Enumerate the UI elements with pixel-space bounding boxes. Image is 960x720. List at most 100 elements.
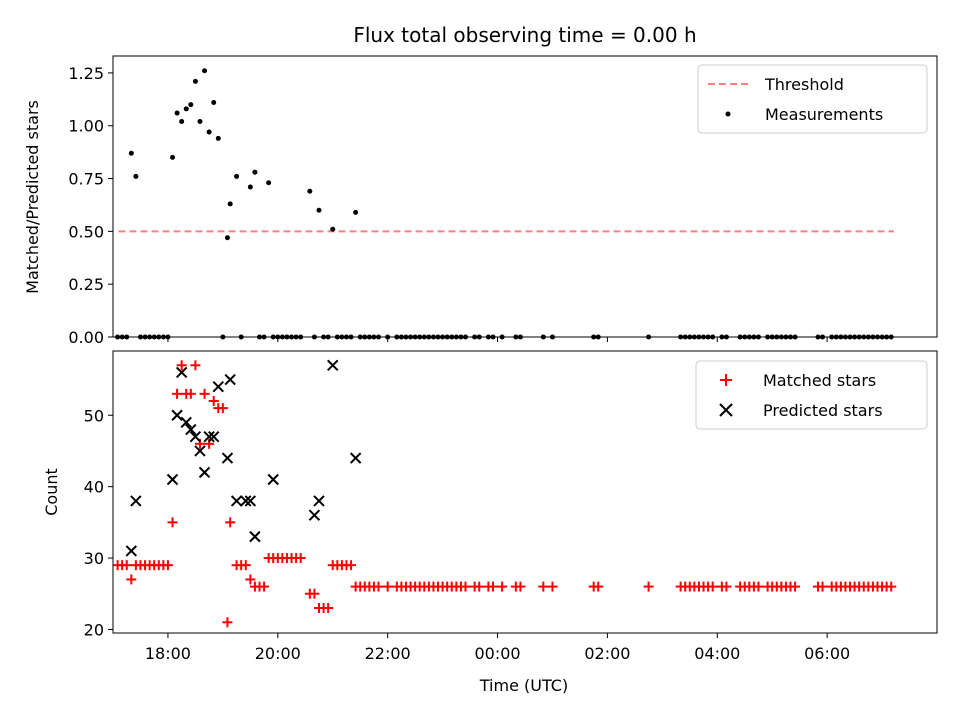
bottom-legend-box — [695, 360, 928, 430]
measurement-point — [197, 118, 203, 124]
matched-star-point — [593, 581, 604, 592]
legend-predicted-label: Predicted stars — [763, 401, 883, 420]
bottom-y-tick-label: 20 — [84, 620, 104, 639]
matched-star-point — [547, 581, 558, 592]
matched-star-point — [817, 581, 828, 592]
matched-star-point — [487, 581, 498, 592]
predicted-star-point — [230, 495, 243, 507]
top-panel-frame — [112, 55, 938, 338]
matched-star-point — [245, 574, 256, 585]
measurement-point — [234, 173, 240, 179]
matched-star-point — [382, 581, 393, 592]
matched-star-point — [373, 581, 384, 592]
matched-star-point — [199, 388, 210, 399]
matched-star-point — [309, 588, 320, 599]
predicted-star-point — [244, 495, 257, 507]
top-y-axis: 0.00 0.25 0.50 0.75 1.00 1.25 — [68, 64, 113, 347]
bottom-y-tick-label: 50 — [84, 406, 104, 425]
legend-predicted-swatch — [719, 403, 733, 417]
matched-star-point — [190, 360, 201, 371]
top-legend-box — [697, 64, 928, 134]
measurement-point — [179, 118, 185, 124]
measurement-point — [215, 135, 221, 141]
matched-star-point — [167, 517, 178, 528]
measurement-point — [128, 150, 134, 156]
measurement-point — [174, 110, 180, 116]
measurement-point — [133, 173, 139, 179]
matched-star-point — [185, 388, 196, 399]
bottom-legend: Matched stars Predicted stars — [695, 360, 928, 430]
legend-measurements-swatch — [725, 111, 731, 117]
predicted-star-point — [224, 373, 236, 386]
measurement-point — [247, 184, 253, 190]
bottom-y-tick-label: 40 — [84, 478, 104, 497]
matched-star-point — [323, 603, 334, 614]
measurement-point — [202, 68, 208, 74]
matched-star-point — [460, 581, 471, 592]
top-y-tick-label: 0.25 — [68, 275, 104, 294]
bottom-panel-frame — [112, 350, 938, 634]
top-y-tick-label: 1.25 — [68, 64, 104, 83]
bottom-data-layer — [112, 359, 897, 628]
top-y-tick-label: 0.75 — [68, 170, 104, 189]
predicted-star-point — [130, 495, 142, 507]
top-x-tick-marks — [167, 337, 828, 342]
matched-star-point — [162, 560, 173, 571]
matched-star-point — [538, 581, 549, 592]
predicted-star-point — [180, 416, 192, 429]
matched-star-point — [474, 581, 485, 592]
predicted-star-point — [327, 359, 339, 371]
predicted-star-point — [313, 495, 325, 507]
predicted-star-point — [208, 430, 220, 443]
matched-star-point — [886, 581, 897, 592]
predicted-star-point — [221, 452, 234, 464]
predicted-star-point — [194, 445, 206, 457]
matched-star-point — [217, 403, 228, 414]
top-chart-title: Flux total observing time = 0.00 h — [353, 23, 696, 47]
bottom-x-tick-label: 06:00 — [804, 644, 850, 663]
bottom-x-tick-label: 18:00 — [145, 644, 191, 663]
matched-star-point — [126, 574, 137, 585]
bottom-x-tick-label: 04:00 — [694, 644, 740, 663]
matched-star-point — [643, 581, 654, 592]
measurement-point — [224, 235, 230, 241]
top-panel: 0.00 0.25 0.50 0.75 1.00 1.25 Matched/Predict… — [23, 55, 938, 347]
matched-star-point — [222, 617, 233, 628]
measurement-point — [266, 180, 272, 186]
matched-star-point — [176, 360, 187, 371]
measurement-point — [252, 169, 258, 175]
matched-star-point — [240, 560, 251, 571]
matched-star-point — [515, 581, 526, 592]
top-legend: Threshold Measurements — [697, 64, 928, 134]
bottom-x-tick-label: 02:00 — [584, 644, 630, 663]
predicted-star-point — [175, 366, 188, 379]
matched-star-point — [208, 395, 219, 406]
measurement-point — [188, 102, 194, 108]
predicted-star-point — [308, 509, 321, 521]
bottom-y-axis: 20 30 40 50 — [84, 406, 113, 639]
predicted-star-point — [198, 466, 211, 479]
matched-star-point — [497, 581, 508, 592]
matched-star-point — [121, 560, 132, 571]
top-y-tick-label: 1.00 — [68, 117, 104, 136]
predicted-star-point — [249, 530, 261, 543]
legend-matched-label: Matched stars — [763, 371, 876, 390]
measurement-point — [211, 99, 217, 105]
measurement-point — [307, 188, 313, 194]
predicted-star-point — [189, 430, 202, 443]
matched-star-point — [790, 581, 801, 592]
matched-star-point — [259, 581, 270, 592]
measurement-point — [192, 78, 198, 84]
predicted-star-point — [203, 430, 215, 443]
predicted-star-point — [240, 495, 252, 507]
matched-star-point — [753, 581, 764, 592]
bottom-x-tick-label: 20:00 — [255, 644, 301, 663]
predicted-star-point — [125, 545, 138, 557]
predicted-star-point — [171, 409, 183, 421]
predicted-star-point — [212, 380, 224, 393]
matched-star-point — [225, 517, 236, 528]
predicted-star-point — [349, 452, 362, 464]
legend-threshold-label: Threshold — [764, 75, 844, 94]
bottom-x-tick-label: 00:00 — [474, 644, 520, 663]
measurement-point — [316, 207, 322, 213]
